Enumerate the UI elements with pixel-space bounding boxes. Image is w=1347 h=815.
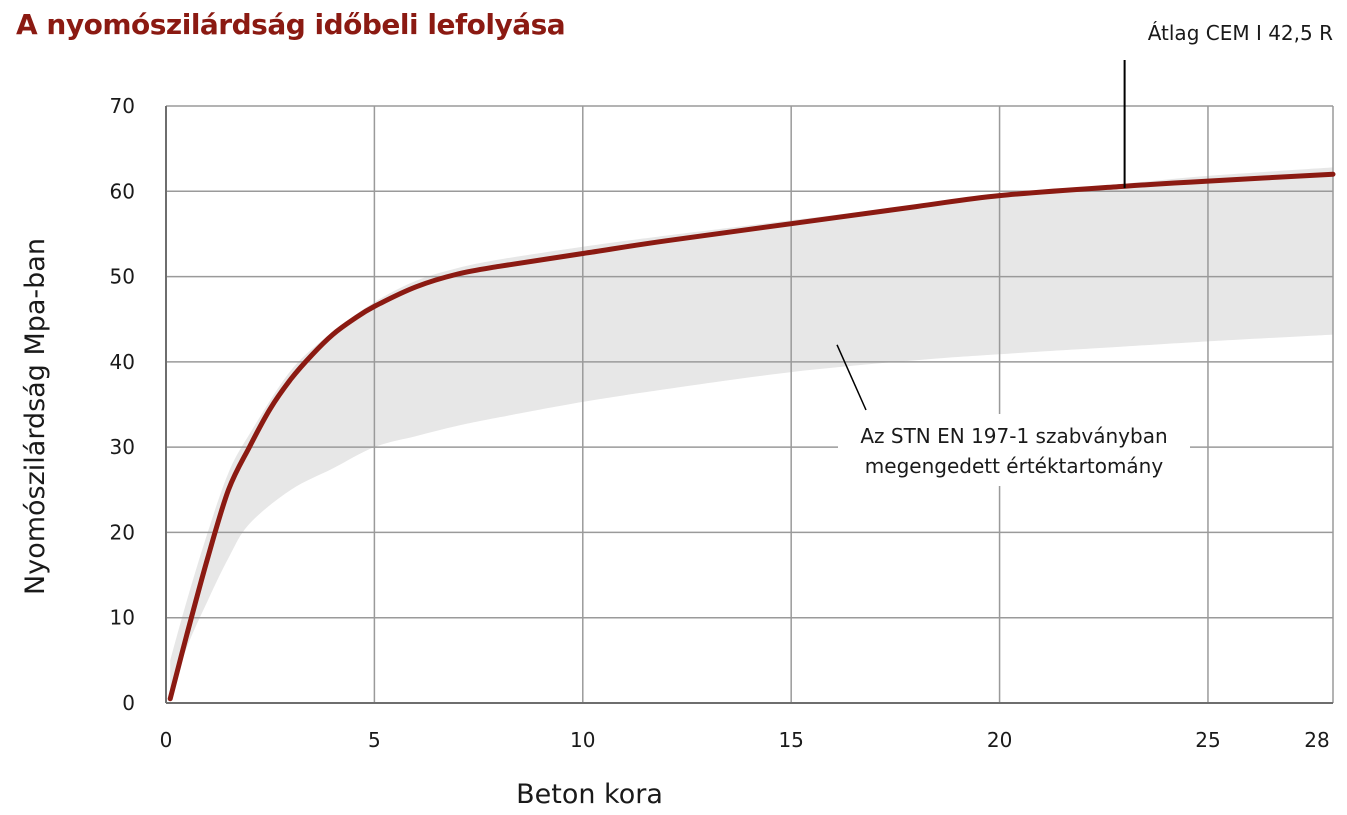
- x-axis-label: Beton kora: [516, 779, 663, 810]
- y-tick-label-60: 60: [110, 179, 135, 203]
- x-tick-label-15: 15: [778, 728, 803, 752]
- y-tick-label-30: 30: [110, 435, 135, 459]
- band-label-background: [838, 414, 1190, 486]
- y-tick-label-0: 0: [122, 691, 135, 715]
- x-tick-label-10: 10: [570, 728, 595, 752]
- y-axis-label: Nyomószilárdság Mpa-ban: [20, 238, 51, 595]
- series-layer: [167, 171, 1336, 702]
- chart-title: A nyomószilárdság időbeli lefolyása: [16, 8, 566, 41]
- x-tick-label-25: 25: [1195, 728, 1220, 752]
- x-tick-label-28: 28: [1304, 728, 1329, 752]
- grid-lines: [165, 105, 1334, 704]
- y-tick-label-50: 50: [110, 265, 135, 289]
- x-tick-label-20: 20: [987, 728, 1012, 752]
- annotations: Átlag CEM I 42,5 R Az STN EN 197-1 szabv…: [836, 21, 1333, 486]
- series-label: Átlag CEM I 42,5 R: [1148, 21, 1333, 45]
- series-line-0: [167, 171, 1336, 702]
- band-label-leader-line: [836, 344, 867, 411]
- y-tick-label-40: 40: [110, 350, 135, 374]
- y-tick-label-70: 70: [110, 94, 135, 118]
- band-label-line-2: megengedett értéktartomány: [865, 454, 1164, 478]
- y-tick-label-10: 10: [110, 606, 135, 630]
- band-label-line-1: Az STN EN 197-1 szabványban: [860, 424, 1167, 448]
- x-tick-label-0: 0: [160, 728, 173, 752]
- tolerance-band-layer: [170, 167, 1334, 699]
- tick-labels: 0 10 20 30 40 50 60 70 0 5 10 15 20 25 28: [110, 94, 1330, 752]
- tolerance-band: [170, 167, 1334, 699]
- x-tick-label-5: 5: [368, 728, 381, 752]
- y-tick-label-20: 20: [110, 520, 135, 544]
